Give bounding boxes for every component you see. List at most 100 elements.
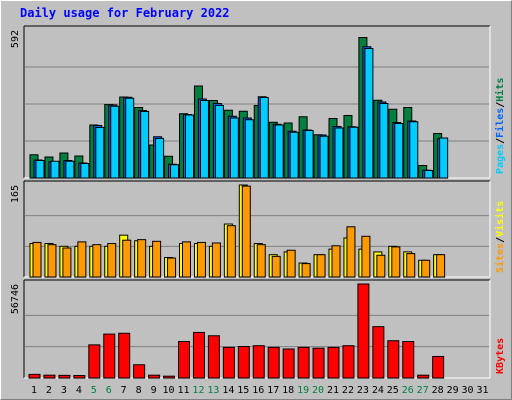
series-sites: [32, 185, 446, 278]
bar-pages-day-14: [229, 117, 239, 179]
bar-kbytes-day-7: [118, 332, 131, 379]
bar-pages-day-2: [50, 160, 60, 179]
bar-kbytes-day-11: [178, 341, 190, 379]
x-tick-label-day-21: 21: [327, 385, 339, 396]
x-tick-label-day-23: 23: [357, 385, 369, 396]
bar-pages-day-8: [140, 111, 150, 179]
bar-sites-day-18: [286, 249, 296, 278]
x-tick-label-day-18: 18: [282, 385, 294, 396]
x-tick-label-day-30: 30: [462, 385, 474, 396]
bar-sites-day-2: [47, 244, 57, 278]
x-tick-label-day-4: 4: [76, 385, 82, 396]
x-tick-label-day-7: 7: [121, 385, 127, 396]
x-axis-labels: 1 2 3 4 5 6 7 8 9 10 11 12 13 14 15 16 17 18 19 20 21 22 23 24 2…: [31, 385, 489, 396]
bar-pages-day-22: [349, 126, 359, 179]
x-tick-label-day-2: 2: [46, 385, 52, 396]
panel-legend: KBytes: [495, 338, 506, 374]
bar-pages-day-26: [409, 121, 419, 179]
bar-sites-day-8: [137, 239, 147, 278]
bar-pages-day-11: [185, 114, 194, 179]
legend-entry: Pages: [495, 144, 506, 174]
bar-pages-day-24: [379, 103, 389, 179]
bar-sites-day-23: [361, 235, 371, 278]
bar-sites-day-19: [301, 263, 311, 278]
bar-pages-day-16: [259, 97, 269, 179]
x-tick-label-day-27: 27: [417, 385, 429, 396]
bar-kbytes-day-16: [252, 345, 265, 379]
x-tick-label-day-11: 11: [177, 385, 189, 396]
x-tick-label-day-6: 6: [106, 385, 112, 396]
bar-kbytes-day-26: [402, 341, 415, 379]
bar-pages-day-13: [214, 105, 224, 179]
bar-sites-day-16: [256, 244, 266, 278]
x-tick-label-day-19: 19: [297, 385, 309, 396]
bar-pages-day-12: [199, 100, 209, 179]
bar-pages-day-27: [424, 170, 434, 179]
x-tick-label-day-5: 5: [91, 385, 97, 396]
x-tick-label-day-31: 31: [476, 385, 488, 396]
panel-kbytes: 56746 KBytes: [10, 279, 506, 379]
bar-sites-day-13: [211, 242, 221, 278]
legend-entry: Hits: [494, 78, 506, 102]
bar-sites-day-15: [241, 185, 251, 278]
panel-max-label: 56746: [10, 284, 21, 314]
bar-sites-day-11: [182, 241, 191, 278]
x-tick-label-day-29: 29: [447, 385, 459, 396]
bar-sites-day-28: [436, 254, 446, 278]
bar-sites-day-25: [391, 246, 401, 278]
panel-max-label: 165: [10, 185, 21, 203]
panel-legend: Sites/Visits: [494, 201, 506, 273]
bar-pages-day-20: [319, 135, 329, 179]
bar-kbytes-day-23: [357, 283, 370, 379]
x-tick-label-day-28: 28: [432, 385, 444, 396]
bar-kbytes-day-15: [237, 346, 250, 379]
bar-pages-day-25: [394, 123, 404, 179]
bar-kbytes-day-21: [327, 346, 340, 379]
bar-sites-day-17: [271, 255, 281, 278]
panels-layer: 592Pages/Files/Hits165Sites/Visits56746K…: [10, 25, 506, 379]
bar-kbytes-day-22: [342, 345, 355, 379]
series-pages: [35, 48, 449, 179]
bar-sites-day-20: [316, 254, 326, 278]
x-tick-label-day-24: 24: [372, 385, 384, 396]
bar-sites-day-26: [406, 253, 416, 278]
bar-sites-day-3: [62, 247, 72, 278]
bar-sites-day-24: [376, 254, 386, 278]
bar-sites-day-21: [331, 245, 341, 278]
bar-kbytes-day-2: [43, 374, 56, 379]
bar-sites-day-6: [107, 243, 117, 278]
bar-pages-day-21: [334, 127, 344, 179]
bar-kbytes-day-28: [432, 355, 445, 379]
bar-kbytes-day-20: [312, 347, 325, 379]
bar-sites-day-27: [421, 259, 431, 278]
bar-sites-day-5: [92, 244, 102, 278]
chart-title: Daily usage for February 2022: [20, 6, 230, 20]
x-tick-label-day-12: 12: [192, 385, 204, 396]
legend-entry: Files: [494, 108, 506, 138]
bar-sites-day-9: [152, 240, 162, 278]
bar-kbytes-day-18: [282, 348, 295, 379]
series-kbytes: [28, 283, 445, 379]
bar-pages-day-5: [95, 127, 105, 179]
x-tick-label-day-25: 25: [387, 385, 399, 396]
bar-kbytes-day-13: [207, 335, 220, 379]
x-tick-label-day-17: 17: [267, 385, 279, 396]
bar-kbytes-day-6: [103, 333, 116, 379]
bar-kbytes-day-1: [28, 373, 41, 379]
bar-kbytes-day-10: [163, 375, 176, 379]
bar-pages-day-28: [439, 137, 449, 179]
x-tick-label-day-8: 8: [136, 385, 142, 396]
legend-entry: Visits: [494, 201, 506, 237]
bar-sites-day-1: [32, 241, 42, 278]
bar-kbytes-day-19: [297, 346, 310, 379]
legend-entry: KBytes: [495, 338, 506, 374]
bar-pages-day-18: [289, 131, 299, 179]
bar-pages-day-17: [274, 124, 284, 179]
x-tick-label-day-20: 20: [312, 385, 324, 396]
x-tick-label-day-1: 1: [31, 385, 37, 396]
legend-separator: /: [495, 138, 506, 144]
panel-visits-sites: 165 Sites/Visits: [10, 180, 506, 278]
bar-pages-day-7: [125, 97, 135, 179]
legend-separator: /: [495, 237, 506, 243]
